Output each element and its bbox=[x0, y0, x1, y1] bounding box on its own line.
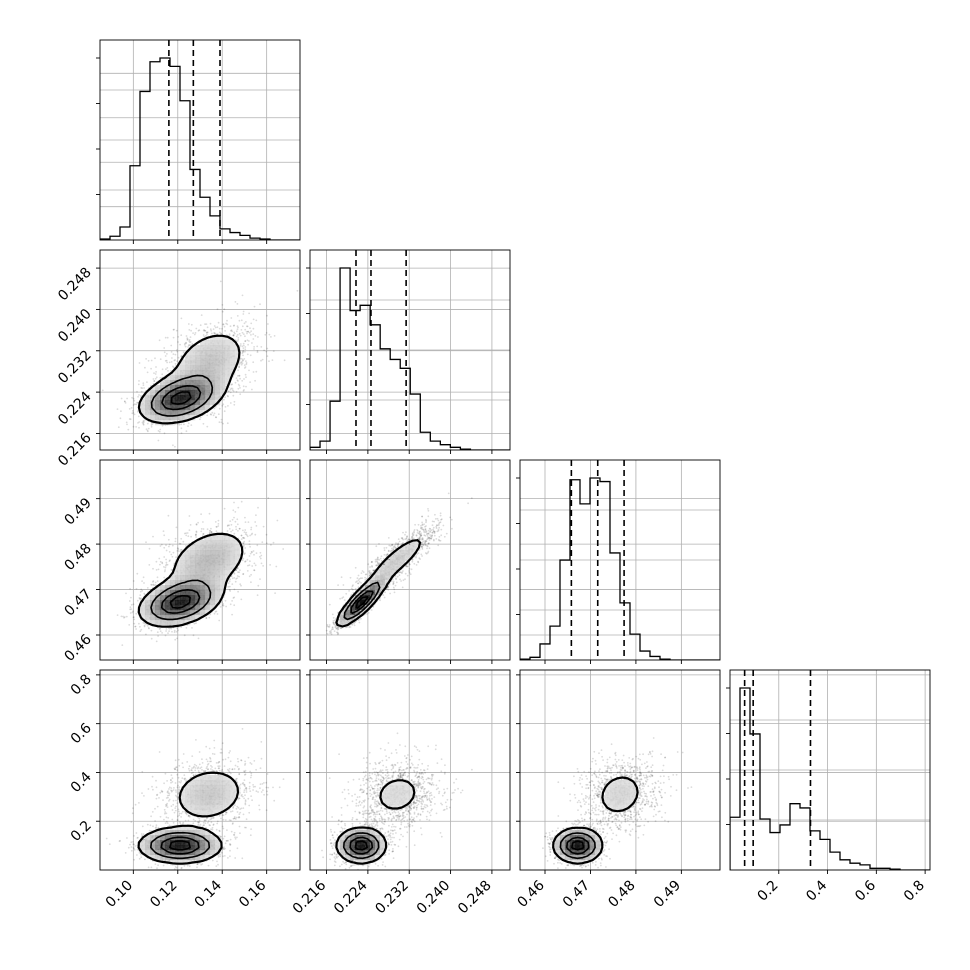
x-tick-label-2-2: 0.48 bbox=[605, 878, 638, 911]
x-tick-label-1-2: 0.232 bbox=[372, 878, 412, 918]
x-tick-label-1-0: 0.216 bbox=[290, 877, 330, 917]
panel-3-0: 0.10 0.12 0.14 0.16 0.2 0.4 0.6 0.8 bbox=[68, 669, 301, 911]
y-tick-label-3-1: 0.4 bbox=[68, 769, 95, 796]
x-tick-label-3-0: 0.2 bbox=[755, 878, 782, 905]
histogram-0 bbox=[100, 57, 300, 240]
contours-3-1 bbox=[335, 779, 416, 865]
x-tick-label-0-2: 0.14 bbox=[192, 877, 225, 910]
y-tick-label-3-3: 0.8 bbox=[68, 671, 95, 698]
y-tick-label-2-2: 0.48 bbox=[61, 541, 94, 574]
histogram-2 bbox=[520, 477, 720, 660]
contours-2-1 bbox=[335, 539, 422, 628]
y-tick-label-3-2: 0.6 bbox=[68, 720, 95, 747]
y-tick-label-3-0: 0.2 bbox=[68, 818, 95, 845]
panel-0-0 bbox=[96, 39, 301, 244]
contours-1-0 bbox=[137, 334, 241, 425]
y-tick-label-1-1: 0.224 bbox=[55, 389, 95, 429]
panel-2-0: 0.46 0.47 0.48 0.49 bbox=[61, 459, 301, 665]
x-tick-label-1-1: 0.224 bbox=[331, 877, 371, 917]
x-tick-label-0-0: 0.10 bbox=[103, 878, 136, 911]
panel-frame-3-0 bbox=[99, 669, 301, 871]
panel-frame-3-3 bbox=[729, 669, 931, 871]
y-tick-label-2-3: 0.49 bbox=[61, 495, 94, 528]
panel-frame-1-0 bbox=[99, 249, 301, 451]
x-tick-label-2-0: 0.46 bbox=[514, 877, 547, 910]
panel-frame-0-0 bbox=[99, 39, 301, 241]
contours-2-0 bbox=[137, 532, 244, 628]
contours-3-2 bbox=[552, 776, 639, 865]
panel-3-2: 0.46 0.47 0.48 0.49 bbox=[514, 669, 721, 911]
contours-3-0 bbox=[137, 771, 240, 865]
x-tick-label-1-3: 0.240 bbox=[414, 878, 454, 918]
y-tick-label-2-1: 0.47 bbox=[61, 586, 94, 619]
x-tick-label-3-2: 0.6 bbox=[852, 877, 879, 904]
x-tick-label-2-1: 0.47 bbox=[560, 878, 593, 911]
histogram-3 bbox=[730, 687, 930, 870]
x-tick-label-2-3: 0.49 bbox=[651, 878, 684, 911]
x-tick-label-1-4: 0.248 bbox=[455, 878, 495, 918]
panel-1-1 bbox=[306, 249, 511, 454]
x-tick-label-3-3: 0.8 bbox=[901, 878, 928, 905]
panel-frame-3-2 bbox=[519, 669, 721, 871]
y-tick-label-2-0: 0.46 bbox=[61, 631, 94, 664]
x-tick-label-0-1: 0.12 bbox=[147, 878, 180, 911]
panel-2-1 bbox=[306, 459, 511, 664]
panel-frame-2-1 bbox=[309, 459, 511, 661]
histogram-1 bbox=[310, 267, 510, 450]
panel-3-1: 0.216 0.224 0.232 0.240 0.248 bbox=[290, 669, 511, 918]
panel-frame-3-1 bbox=[309, 669, 511, 871]
x-tick-label-3-1: 0.4 bbox=[803, 877, 830, 904]
panel-2-2 bbox=[516, 459, 721, 664]
panel-frame-2-2 bbox=[519, 459, 721, 661]
panel-3-3: 0.2 0.4 0.6 0.8 bbox=[726, 669, 931, 905]
panel-frame-2-0 bbox=[99, 459, 301, 661]
y-tick-label-1-0: 0.216 bbox=[55, 430, 95, 470]
y-tick-label-1-3: 0.240 bbox=[55, 306, 95, 346]
x-tick-label-0-3: 0.16 bbox=[236, 877, 269, 910]
y-tick-label-1-4: 0.248 bbox=[55, 265, 95, 305]
y-tick-label-1-2: 0.232 bbox=[55, 347, 95, 387]
panel-frame-1-1 bbox=[309, 249, 511, 451]
